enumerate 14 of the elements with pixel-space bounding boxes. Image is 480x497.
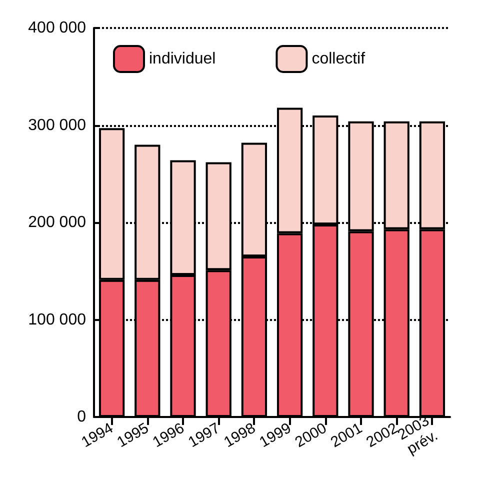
x-tick-label: 1996 (150, 420, 188, 452)
x-tick-label: 2000 (292, 420, 330, 452)
y-tick-label: 300 000 (28, 116, 86, 134)
x-tick-label: 1999 (256, 420, 294, 452)
legend-label: individuel (149, 50, 216, 68)
x-tick-label: 2001 (328, 420, 366, 452)
legend-label: collectif (312, 50, 366, 68)
x-tick-label: 1998 (221, 420, 258, 452)
x-tick-label: 1995 (114, 420, 152, 452)
y-tick-label: 400 000 (28, 20, 86, 36)
y-tick-label: 0 (77, 408, 86, 426)
x-tick-label: 1997 (185, 420, 223, 452)
y-tick-label: 100 000 (28, 311, 86, 328)
y-tick-label: 200 000 (28, 214, 86, 231)
